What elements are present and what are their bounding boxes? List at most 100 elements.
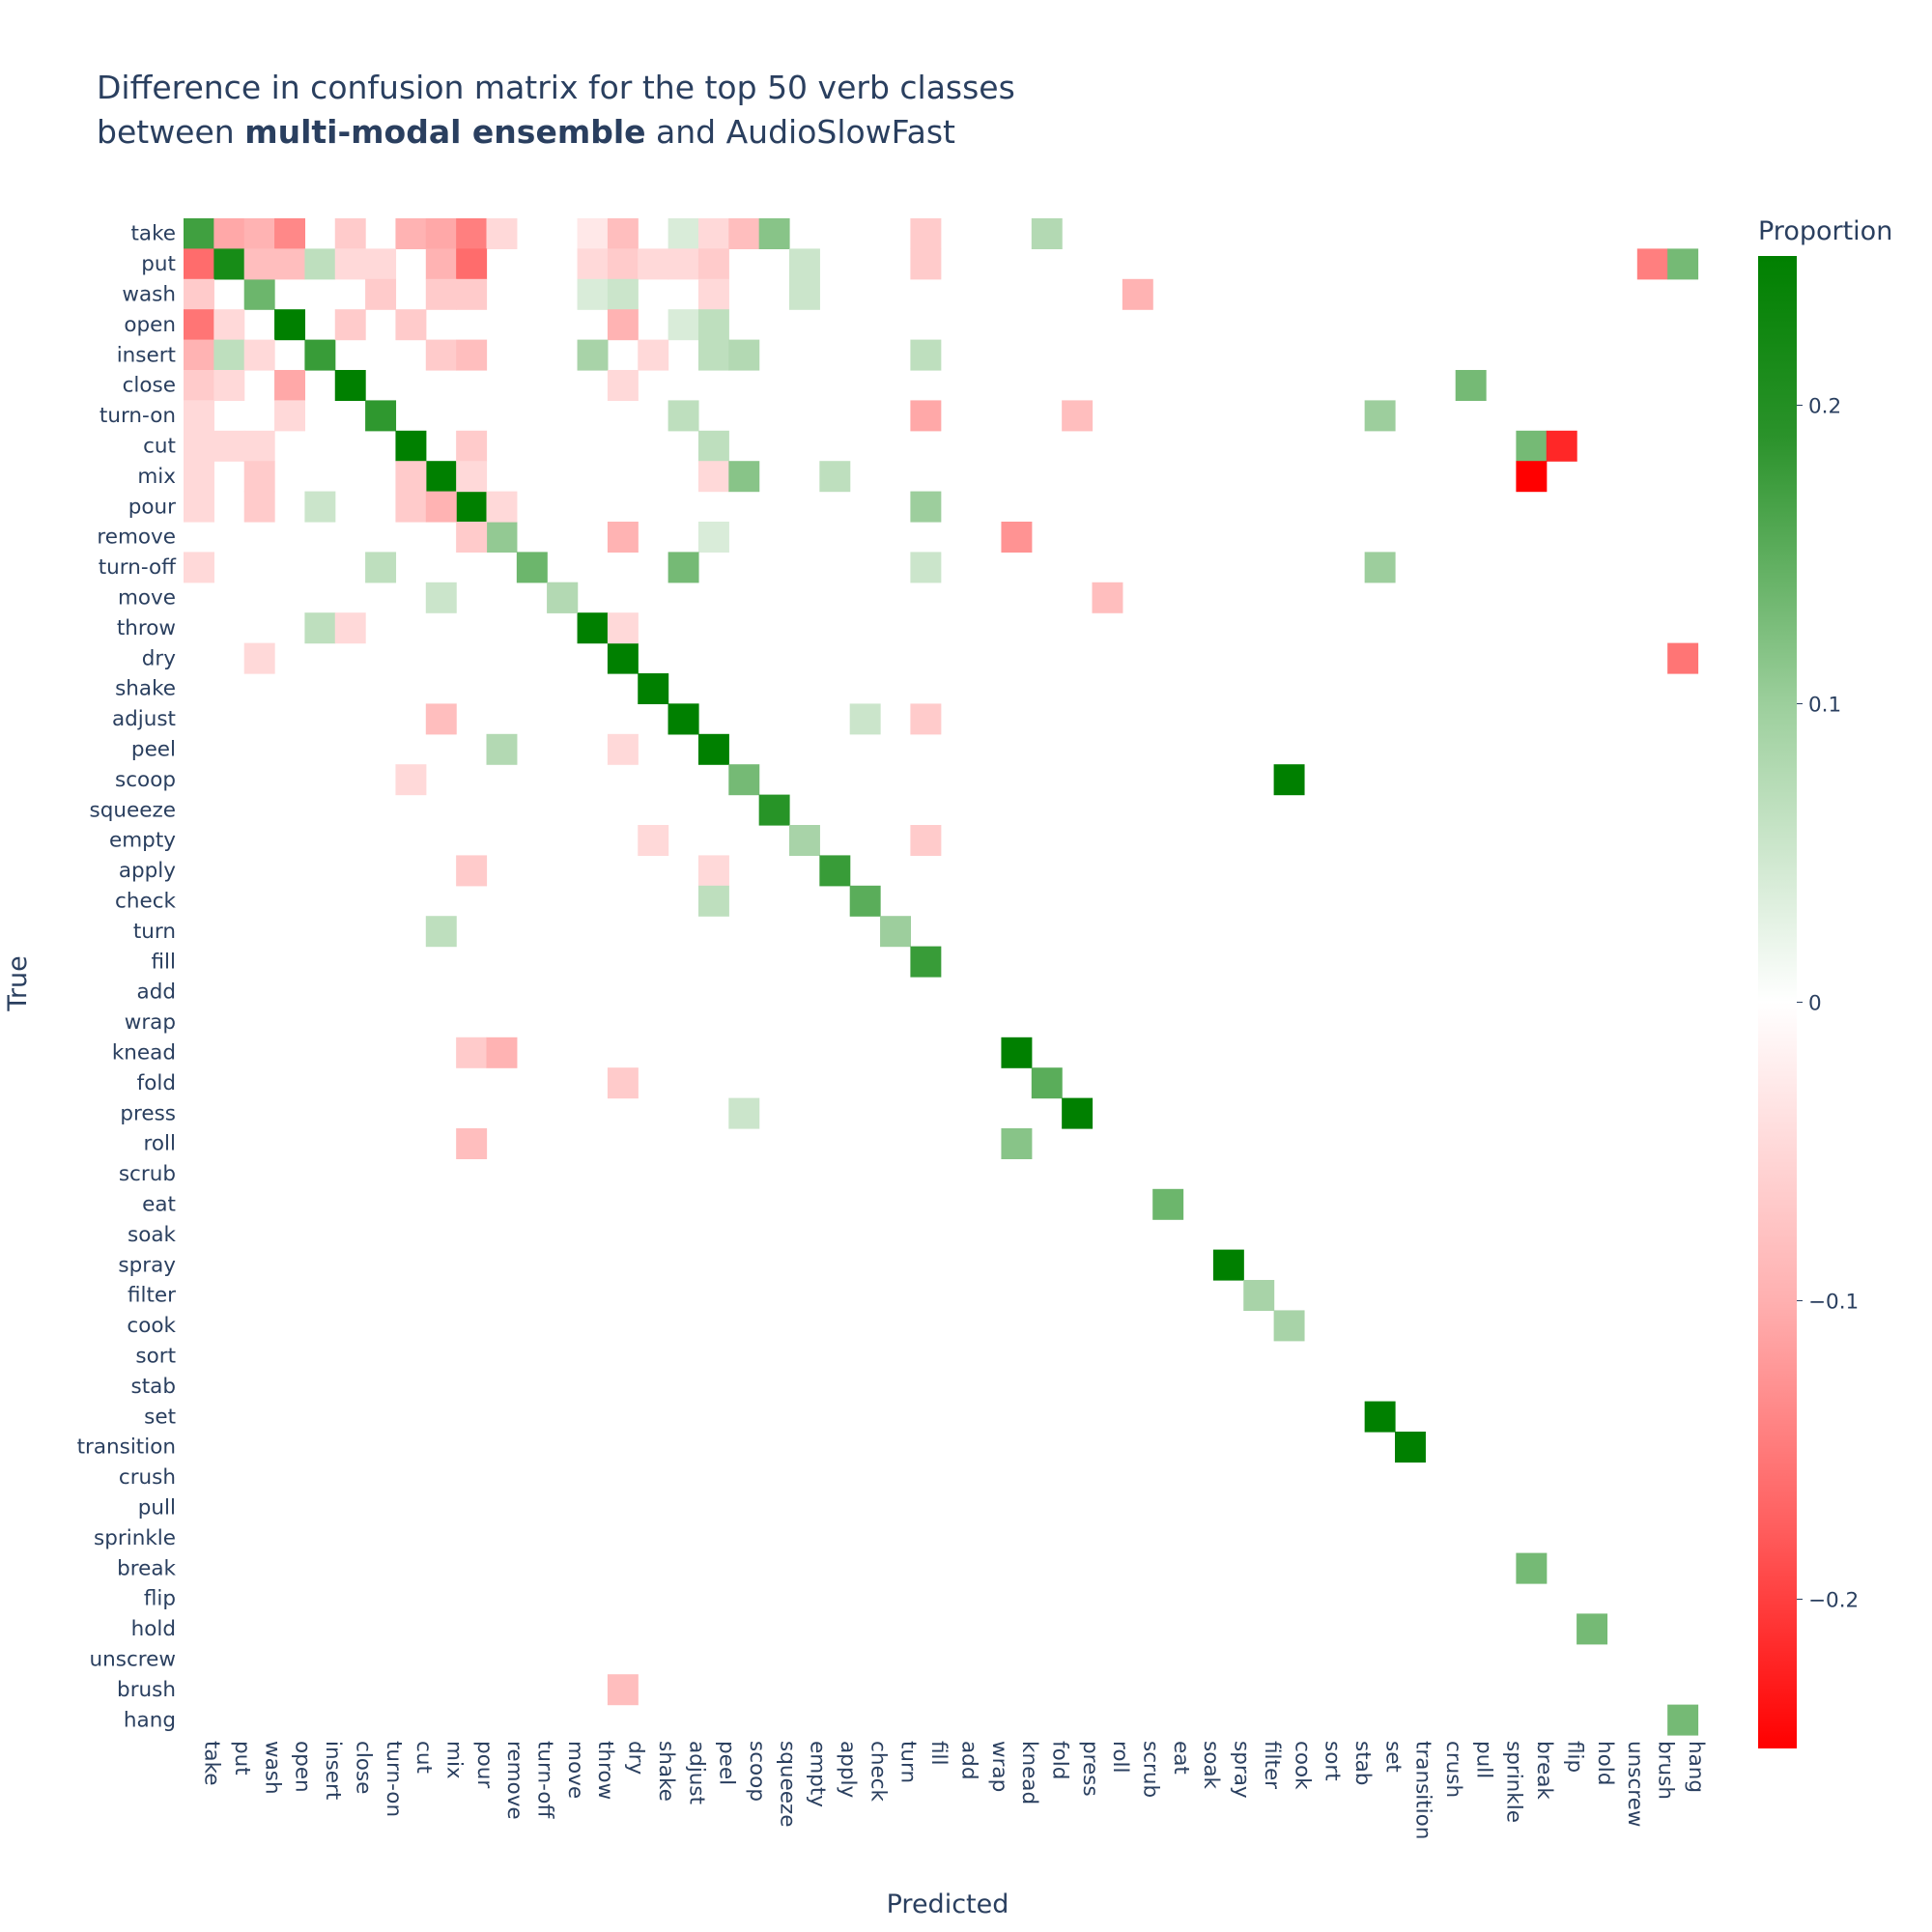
heatmap-cell bbox=[910, 218, 942, 249]
heatmap-cell bbox=[789, 248, 820, 280]
heatmap-cell bbox=[668, 218, 699, 249]
y-tick-labels: take put wash open insert close turn-on cut mix p… bbox=[77, 222, 178, 1733]
heatmap-cell bbox=[819, 855, 851, 887]
heatmap-cell bbox=[607, 733, 639, 765]
colorbar-tick-label: 0 bbox=[1808, 992, 1822, 1016]
x-tick-label: dry bbox=[624, 1741, 648, 1775]
heatmap-cell bbox=[1212, 1249, 1244, 1281]
x-tick-label: soak bbox=[1199, 1741, 1223, 1790]
heatmap-cell bbox=[243, 642, 275, 674]
y-tick-label: soak bbox=[128, 1223, 177, 1247]
heatmap-cell bbox=[758, 794, 790, 826]
y-tick-label: roll bbox=[144, 1132, 176, 1156]
heatmap-cell bbox=[304, 491, 336, 523]
heatmap-cell bbox=[1001, 1037, 1033, 1068]
y-tick-label: knead bbox=[112, 1041, 176, 1065]
heatmap-cell bbox=[274, 400, 305, 432]
heatmap-cell bbox=[849, 885, 881, 917]
y-tick-label: transition bbox=[77, 1435, 176, 1460]
y-tick-label: mix bbox=[137, 465, 176, 489]
heatmap-cell bbox=[304, 339, 336, 371]
x-tick-label: add bbox=[956, 1741, 980, 1779]
heatmap-cell bbox=[456, 430, 488, 462]
heatmap-cell bbox=[1062, 1097, 1094, 1129]
heatmap-cell bbox=[334, 248, 366, 280]
heatmap-cell bbox=[1395, 1432, 1426, 1463]
heatmap-cell bbox=[184, 461, 214, 493]
heatmap-cell bbox=[849, 703, 881, 735]
heatmap-cell bbox=[213, 218, 245, 249]
heatmap-cell bbox=[697, 522, 729, 553]
heatmap-cell bbox=[910, 825, 942, 856]
x-axis-title: Predicted bbox=[887, 1889, 1009, 1919]
heatmap-cell bbox=[607, 248, 639, 280]
heatmap-cell bbox=[577, 612, 609, 644]
heatmap-cell bbox=[184, 491, 214, 523]
heatmap-cell bbox=[184, 278, 214, 310]
heatmap-cell bbox=[1364, 552, 1396, 583]
heatmap-cell bbox=[243, 278, 275, 310]
heatmap-cell bbox=[395, 218, 427, 249]
heatmap-cell bbox=[668, 400, 699, 432]
x-tick-label: turn-off bbox=[533, 1741, 557, 1819]
heatmap-cell bbox=[668, 703, 699, 735]
x-tick-label: filter bbox=[1260, 1741, 1284, 1789]
y-tick-label: take bbox=[130, 222, 176, 246]
y-tick-label: empty bbox=[109, 829, 176, 853]
heatmap-cell bbox=[243, 491, 275, 523]
x-tick-label: remove bbox=[502, 1741, 526, 1820]
heatmap-cell bbox=[184, 339, 214, 371]
title-line-1: Difference in confusion matrix for the t… bbox=[97, 69, 1015, 106]
x-tick-label: spray bbox=[1230, 1741, 1254, 1799]
x-tick-label: cook bbox=[1290, 1741, 1314, 1790]
x-tick-label: unscrew bbox=[1623, 1741, 1647, 1827]
x-tick-label: shake bbox=[654, 1741, 678, 1802]
heatmap-cell bbox=[184, 552, 214, 583]
title-line-2-pre: between bbox=[97, 113, 245, 151]
heatmap-cell bbox=[425, 461, 457, 493]
heatmap-cell bbox=[638, 248, 669, 280]
heatmap-cell bbox=[425, 491, 457, 523]
y-tick-label: sprinkle bbox=[94, 1526, 176, 1550]
heatmap-cell bbox=[697, 218, 729, 249]
y-tick-label: unscrew bbox=[90, 1648, 176, 1672]
heatmap-cell bbox=[577, 339, 609, 371]
heatmap-cell bbox=[456, 1037, 488, 1068]
heatmap-cell bbox=[607, 278, 639, 310]
x-tick-label: empty bbox=[806, 1741, 830, 1807]
y-tick-label: apply bbox=[119, 859, 176, 883]
heatmap-cell bbox=[274, 218, 305, 249]
x-tick-label: squeeze bbox=[775, 1741, 799, 1827]
x-tick-label: peel bbox=[715, 1741, 739, 1785]
heatmap-cell bbox=[304, 612, 336, 644]
heatmap-cell bbox=[274, 309, 305, 341]
heatmap-cell bbox=[486, 522, 518, 553]
heatmap-cell bbox=[668, 248, 699, 280]
heatmap-cell bbox=[1546, 430, 1577, 462]
y-tick-label: adjust bbox=[112, 707, 176, 731]
heatmap-cell bbox=[456, 218, 488, 249]
y-tick-label: cut bbox=[143, 435, 176, 459]
heatmap-cell bbox=[1364, 1401, 1396, 1433]
heatmap-cell bbox=[607, 642, 639, 674]
chart-title: Difference in confusion matrix for the t… bbox=[97, 66, 1015, 155]
y-tick-label: spray bbox=[118, 1253, 176, 1277]
heatmap-cell bbox=[184, 309, 214, 341]
heatmap-cell bbox=[184, 370, 214, 401]
heatmap-cell bbox=[697, 339, 729, 371]
heatmap-cell bbox=[184, 430, 214, 462]
heatmap-cell bbox=[425, 218, 457, 249]
x-tick-label: sort bbox=[1321, 1741, 1345, 1781]
x-tick-label: put bbox=[230, 1741, 254, 1776]
heatmap-cell bbox=[304, 248, 336, 280]
heatmap-cell bbox=[1455, 370, 1487, 401]
heatmap-cell bbox=[334, 218, 366, 249]
y-tick-label: brush bbox=[117, 1678, 176, 1702]
y-tick-label: dry bbox=[142, 646, 176, 670]
x-tick-label: pour bbox=[472, 1741, 497, 1788]
y-tick-label: wrap bbox=[125, 1010, 176, 1035]
heatmap-cell bbox=[274, 248, 305, 280]
x-tick-label: set bbox=[1380, 1741, 1405, 1773]
heatmap-cell bbox=[1031, 218, 1063, 249]
